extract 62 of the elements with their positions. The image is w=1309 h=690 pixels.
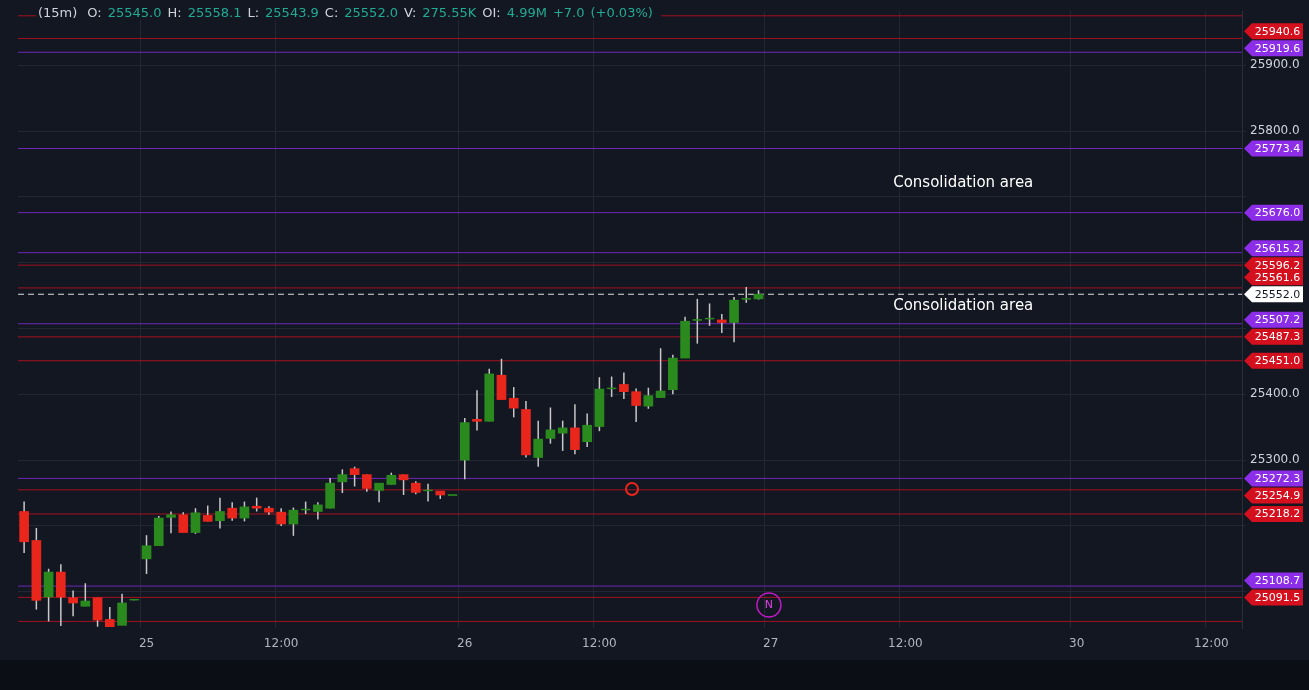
ref-line-label: 25552.0 <box>1254 287 1301 301</box>
candlestick <box>80 582 91 608</box>
candlestick <box>533 419 544 468</box>
ref-line-label: 25487.3 <box>1254 330 1301 344</box>
ref-line-label: 25676.0 <box>1254 205 1301 219</box>
ref-line-label: 25773.4 <box>1254 141 1301 155</box>
candlestick <box>545 406 556 445</box>
ref-line-label: 25507.2 <box>1254 313 1301 327</box>
candlestick <box>349 465 360 488</box>
ref-line-label: 25615.2 <box>1254 241 1301 255</box>
candlestick <box>619 371 629 400</box>
ref-line-label: 25272.3 <box>1254 471 1301 485</box>
candlestick <box>117 593 127 627</box>
x-tick-label: 27 <box>763 636 779 651</box>
candlestick <box>655 347 666 399</box>
x-tick-label: 25 <box>138 636 155 651</box>
ref-line-label: 25596.2 <box>1254 258 1301 272</box>
candlestick <box>729 296 739 344</box>
candlestick <box>692 298 703 345</box>
candlestick <box>215 496 225 530</box>
text: O: 25545.0 H: 25558.1 L: 25543.9 C: 25552.0 V: 275.55K OI: 4.99M +7.0 (+0.03%) <box>87 5 653 20</box>
candlestick <box>104 606 115 628</box>
ref-line-label: 25940.6 <box>1254 24 1301 38</box>
y-tick-label: 25800.0 <box>1250 123 1300 138</box>
candlestick <box>178 511 189 534</box>
ref-line-label: 25451.0 <box>1254 354 1301 368</box>
candlestick <box>68 589 78 617</box>
y-tick-label: 25900.0 <box>1250 57 1300 72</box>
candlestick <box>227 501 238 522</box>
ref-line-label: 25919.6 <box>1254 41 1301 55</box>
y-tick-label: 25400.0 <box>1250 386 1300 401</box>
annotation: Consolidation area <box>893 295 1034 314</box>
annotation: Consolidation area <box>893 173 1034 192</box>
ref-line-label: 25218.2 <box>1254 507 1301 521</box>
x-tick-label: 12:00 <box>582 636 617 651</box>
candlestick <box>141 534 152 575</box>
ref-line-label: 25108.7 <box>1254 573 1301 587</box>
x-tick-label: 30 <box>1069 636 1085 651</box>
chart-title: (15m) <box>38 5 78 20</box>
candlestick <box>570 403 580 455</box>
candlestick <box>288 506 299 537</box>
candlestick <box>190 507 201 535</box>
candlestick <box>398 473 409 496</box>
x-tick-label: 26 <box>457 636 473 651</box>
x-tick-label: 12:00 <box>1194 636 1229 651</box>
candlestick <box>631 387 641 423</box>
x-tick-label: 12:00 <box>888 636 923 651</box>
candlestick <box>643 386 654 410</box>
candlestick <box>166 510 176 534</box>
ref-line-label: 25561.6 <box>1254 270 1301 284</box>
candlestick <box>337 468 348 494</box>
ref-line-label: 25254.9 <box>1254 488 1301 502</box>
candlestick <box>582 412 592 448</box>
annotation: N <box>764 597 774 611</box>
candlestick <box>374 482 384 504</box>
ref-line-label: 25091.5 <box>1254 590 1301 604</box>
candlestick <box>716 313 727 334</box>
y-tick-label: 25300.0 <box>1250 452 1300 467</box>
candlestick <box>508 386 519 419</box>
candlestick <box>472 389 482 432</box>
x-tick-label: 12:00 <box>263 636 299 651</box>
candlestick <box>92 596 103 628</box>
